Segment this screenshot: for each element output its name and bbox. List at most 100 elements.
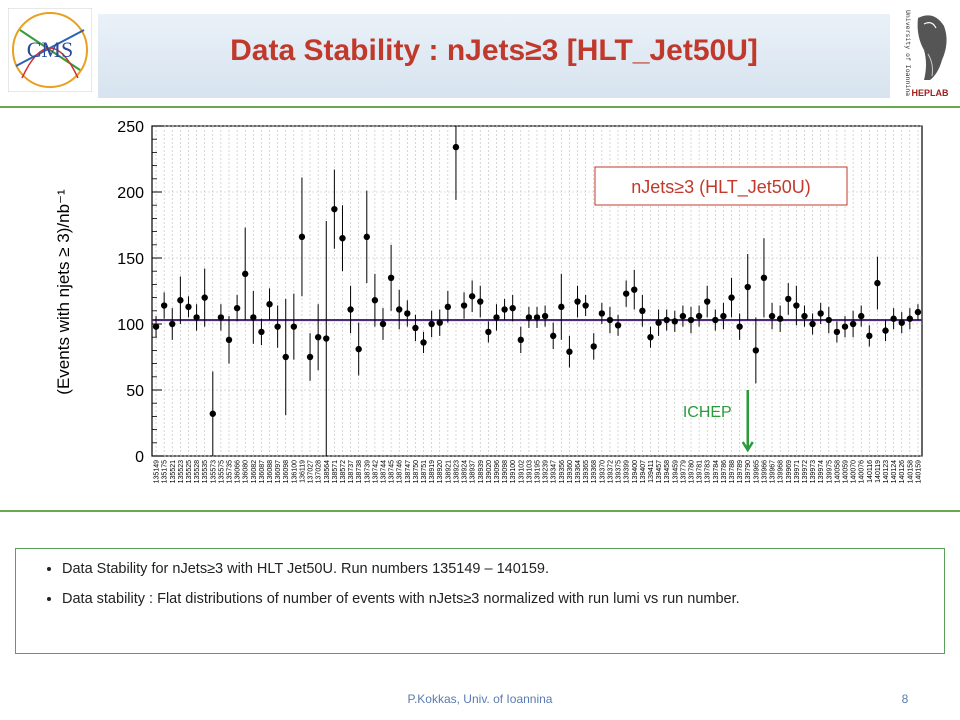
data-point	[485, 328, 492, 336]
data-point	[501, 306, 508, 313]
x-tick-label: 138745	[389, 460, 396, 483]
x-tick-label: 139360	[567, 460, 574, 483]
x-tick-label: 135573	[210, 460, 217, 483]
legend-box	[594, 166, 848, 206]
data-point	[314, 334, 322, 341]
y-tick-label: 100	[117, 317, 144, 334]
data-point	[250, 314, 257, 321]
x-tick-label: 138742	[372, 460, 379, 483]
x-tick-label: 135535	[202, 460, 209, 483]
x-tick-label: 138737	[348, 460, 355, 483]
page-number: 8	[901, 692, 909, 706]
x-tick-label: 139784	[713, 460, 720, 483]
x-tick-label: 139780	[689, 460, 696, 483]
x-tick-label: 137028	[316, 460, 323, 483]
x-tick-label: 135521	[170, 460, 177, 483]
data-point	[898, 319, 905, 326]
slide-title: Data Stability : nJets≥3 [HLT_Jet50U]	[230, 34, 758, 67]
data-point	[298, 233, 306, 241]
header-band	[98, 14, 890, 98]
x-axis-labels: 135149 135175 135521 135523 135525 135528 1355…	[154, 460, 923, 483]
x-tick-label: 136097	[275, 460, 282, 483]
data-point	[225, 336, 233, 344]
ichep-arrowhead	[741, 441, 754, 453]
x-tick-label: 139972	[802, 460, 809, 483]
x-tick-label: 139411	[648, 460, 655, 483]
data-point	[825, 316, 832, 324]
data-point	[858, 312, 865, 320]
data-point	[671, 318, 678, 325]
data-point	[614, 322, 622, 329]
x-tick-label: 139102	[518, 460, 525, 483]
x-tick-label: 140124	[891, 460, 898, 483]
data-point	[152, 323, 160, 330]
bullet-2: Data stability : Flat distributions of n…	[62, 589, 930, 609]
x-tick-label: 139458	[664, 460, 671, 483]
data-point	[622, 290, 630, 297]
x-tick-label: 136100	[291, 460, 298, 483]
x-tick-label: 138571	[332, 460, 339, 483]
data-point	[776, 315, 784, 322]
x-tick-label: 138564	[324, 460, 331, 483]
data-point	[914, 308, 922, 316]
x-tick-label: 138924	[462, 460, 469, 483]
data-point	[339, 235, 346, 242]
x-tick-label: 139100	[510, 460, 517, 483]
data-point	[201, 294, 208, 301]
data-point	[444, 303, 452, 311]
x-tick-label: 138919	[429, 460, 436, 483]
data-point	[331, 205, 338, 213]
data-point	[550, 332, 557, 340]
data-point	[704, 298, 711, 305]
data-point	[371, 297, 379, 304]
data-point	[639, 307, 646, 314]
x-tick-label: 139973	[810, 460, 817, 483]
x-tick-label: 139372	[607, 460, 614, 483]
data-point	[817, 310, 824, 317]
x-tick-label: 138921	[445, 460, 452, 483]
data-point	[355, 345, 362, 353]
y-tick-label: 50	[126, 383, 144, 400]
data-point	[306, 353, 314, 361]
x-tick-label: 139457	[656, 460, 663, 483]
data-point	[906, 315, 914, 322]
x-tick-label: 135525	[186, 460, 193, 483]
data-point	[460, 302, 468, 309]
data-point	[396, 306, 403, 313]
x-tick-label: 136088	[267, 460, 274, 483]
x-tick-label: 138747	[405, 460, 412, 483]
data-point	[598, 310, 606, 317]
x-tick-label: 138738	[356, 460, 363, 483]
data-point	[347, 306, 354, 313]
x-tick-label: 140119	[875, 460, 882, 483]
x-tick-label: 139364	[575, 460, 582, 483]
x-tick-label: 139965	[753, 460, 760, 483]
heplab-label: HEPLAB	[911, 88, 949, 98]
x-tick-label: 136087	[259, 460, 266, 483]
x-tick-label: 139368	[591, 460, 598, 483]
data-point	[468, 293, 476, 300]
x-tick-label: 139459	[672, 460, 679, 483]
x-tick-label: 139781	[697, 460, 704, 483]
x-tick-label: 139239	[543, 460, 550, 483]
y-axis: 0 50 100 150 200 250	[117, 119, 162, 466]
data-point	[290, 323, 298, 330]
data-point	[574, 298, 581, 305]
data-stability-chart: 0 50 100 150 200 250 135149 135175 135521 135523…	[54, 119, 923, 483]
x-tick-label: 138746	[397, 460, 404, 483]
x-tick-label: 138739	[364, 460, 371, 483]
data-point	[509, 304, 516, 312]
data-point	[169, 320, 176, 328]
x-tick-label: 139974	[818, 460, 825, 483]
x-tick-label: 139356	[559, 460, 566, 483]
data-point	[849, 320, 857, 328]
x-tick-label: 137027	[308, 460, 315, 483]
data-point	[631, 286, 638, 293]
cms-logo-text: CMS	[27, 37, 73, 62]
x-tick-label: 136080	[243, 460, 250, 483]
data-point	[217, 314, 225, 321]
footer-author: P.Kokkas, Univ. of Ioannina	[407, 692, 553, 706]
x-tick-label: 139969	[786, 460, 793, 483]
x-tick-label: 135735	[227, 460, 234, 483]
data-point	[533, 314, 541, 321]
